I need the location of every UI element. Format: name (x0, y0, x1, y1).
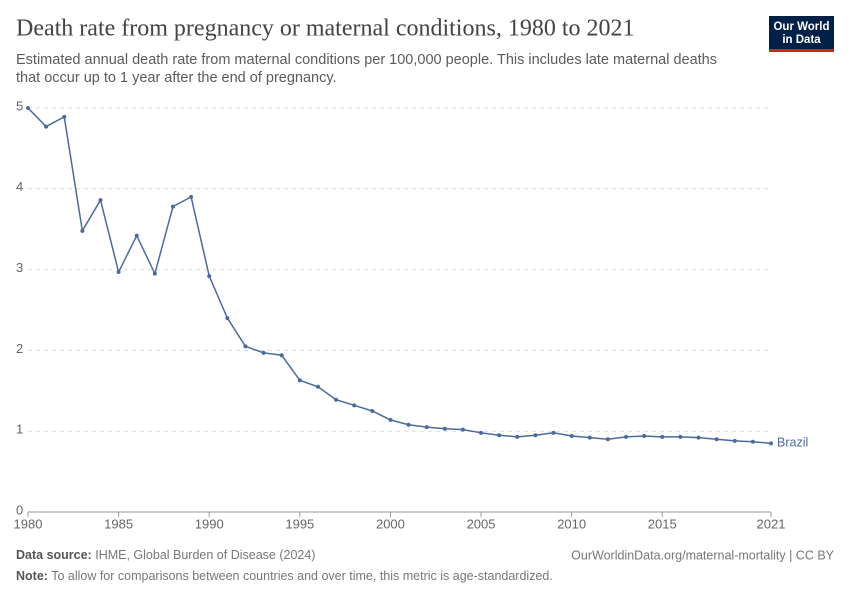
source-label: Data source: (16, 548, 92, 562)
subtitle: that occur up to 1 year after the end of… (16, 70, 337, 86)
data-point (605, 437, 610, 442)
series-label: Brazil (777, 436, 808, 450)
data-point (315, 384, 320, 389)
data-point (642, 434, 647, 439)
data-point (479, 430, 484, 435)
data-point (26, 106, 30, 110)
data-point (297, 378, 302, 383)
data-point (732, 438, 737, 443)
source-text: IHME, Global Burden of Disease (2024) (95, 548, 315, 562)
data-point (406, 422, 411, 427)
x-tick-label: 2010 (557, 516, 586, 531)
x-tick-label: 2015 (648, 516, 677, 531)
data-point (152, 271, 157, 276)
data-point (44, 124, 49, 129)
x-tick-label: 2000 (376, 516, 405, 531)
note-text: To allow for comparisons between countri… (51, 569, 553, 583)
data-point (515, 434, 520, 439)
data-point (98, 198, 103, 203)
data-point (370, 409, 375, 413)
data-point (388, 417, 393, 422)
data-point (460, 427, 465, 432)
data-point (497, 433, 502, 438)
y-tick-label: 3 (16, 260, 23, 275)
chart-title: Death rate from pregnancy or maternal co… (16, 16, 634, 42)
logo-box (769, 16, 834, 52)
note-label: Note: (16, 569, 48, 583)
data-point (279, 353, 284, 358)
url[interactable]: OurWorldinData.org/maternal-mortality | … (571, 548, 834, 562)
data-point (660, 434, 665, 439)
data-point (62, 114, 67, 119)
data-point (678, 434, 683, 439)
data-point (551, 430, 556, 435)
source: Data source: IHME, Global Burden of Dise… (16, 548, 315, 562)
data-point (189, 194, 194, 199)
data-point (442, 426, 447, 431)
logo-bar (769, 49, 834, 52)
y-tick-label: 0 (16, 502, 23, 517)
data-point (587, 435, 592, 440)
logo-text: in Data (782, 34, 821, 46)
data-point (116, 270, 121, 275)
x-tick-label: 2021 (757, 516, 786, 531)
data-point (207, 274, 212, 279)
data-point (170, 204, 175, 209)
x-tick-label: 1995 (285, 516, 314, 531)
subtitle: Estimated annual death rate from materna… (16, 52, 717, 68)
data-point (352, 403, 357, 408)
series-line (27, 107, 772, 445)
x-tick-label: 1980 (14, 516, 43, 531)
data-point (569, 434, 574, 439)
data-point (134, 233, 139, 238)
y-tick-label: 4 (16, 179, 23, 194)
logo-text: Our World (773, 21, 829, 33)
y-tick-label: 5 (16, 98, 23, 113)
data-point (769, 441, 773, 446)
data-point (225, 316, 230, 321)
y-tick-label: 2 (16, 341, 23, 356)
data-point (624, 434, 629, 439)
data-point (80, 228, 85, 233)
data-point (334, 397, 339, 402)
y-tick-label: 1 (16, 422, 23, 437)
data-point (243, 344, 248, 349)
data-point (424, 425, 429, 430)
data-point (261, 350, 266, 355)
data-point (750, 439, 755, 444)
note: Note: To allow for comparisons between c… (16, 569, 553, 583)
x-tick-label: 1990 (195, 516, 224, 531)
data-point (533, 433, 538, 438)
data-point (696, 435, 701, 440)
x-tick-label: 1985 (104, 516, 133, 531)
logo[interactable]: Our World in Data (769, 16, 834, 52)
data-point (714, 437, 719, 442)
x-tick-label: 2005 (467, 516, 496, 531)
